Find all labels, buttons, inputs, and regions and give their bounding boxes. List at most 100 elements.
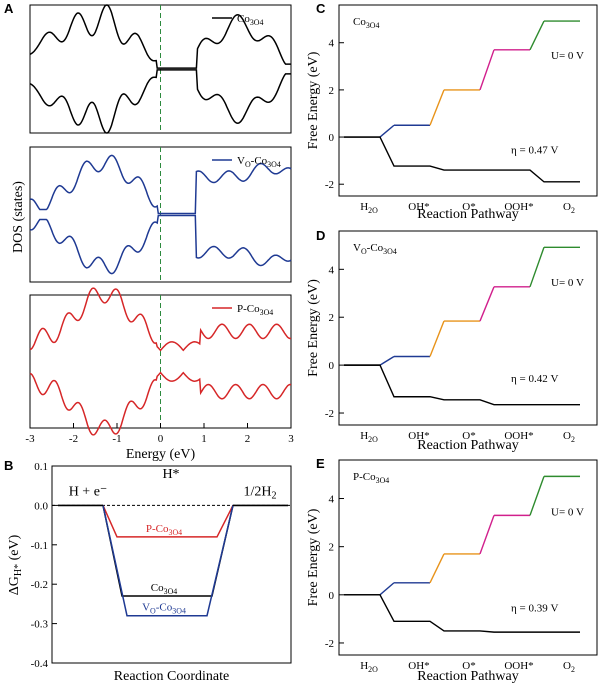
x-axis-label: Reaction Pathway [417,669,518,684]
overpotential-label: η = 0.47 V [511,145,558,157]
u0-label: U= 0 V [551,50,584,62]
x-category-label: O2 [563,201,575,215]
y-tick-label: -2 [325,638,334,650]
y-tick-label: 0 [329,360,335,372]
x-axis-label: Reaction Pathway [417,438,518,453]
y-tick-label: -2 [325,408,334,420]
panel-title: Co3O4 [353,16,380,30]
x-category-label: OOH* [504,660,533,672]
x-category-label: OOH* [504,430,533,442]
x-axis-label: Reaction Pathway [417,207,518,222]
her-series-label-co3o4: Co3O4 [151,582,178,596]
panel-letter-e: E [316,456,325,471]
y-axis-label: Free Energy (eV) [306,51,321,149]
x-tick-label: 2 [245,433,251,445]
x-category-label: OH* [408,430,429,442]
u0-step-connector [529,247,545,288]
panel-letter-b: B [4,458,13,473]
x-tick-label: -2 [69,433,78,445]
u0-step-connector [479,49,495,91]
x-axis-label: Energy (eV) [126,447,196,462]
x-category-label: H2O [360,660,378,674]
x-category-label: OH* [408,201,429,213]
oer-plot-frame-e [338,459,598,656]
u0-step-connector [479,286,495,322]
ueq-energy-path [344,136,580,183]
oer-plot-frame-d [338,230,598,426]
u0-step-connector [479,515,495,555]
legend-label-p-co3o4: P-Co3O4 [237,303,273,317]
u0-step-connector [529,476,545,516]
x-tick-label: 3 [288,433,294,445]
u0-label: U= 0 V [551,506,584,518]
y-tick-label: 4 [329,264,335,276]
ueq-energy-path [344,594,580,633]
x-category-label: O* [462,660,475,672]
overpotential-label: η = 0.42 V [511,373,558,385]
y-axis-label: Free Energy (eV) [306,279,321,377]
panel-letter-d: D [316,228,325,243]
final-state-label: 1/2H2 [243,484,276,501]
dos-spin-down-curve-co3o4 [29,69,291,134]
y-tick-label: 0 [329,590,335,602]
y-tick-label: -0.1 [31,540,48,552]
x-tick-label: 1 [201,433,207,445]
dos-spin-up-curve-vo-co3o4 [29,154,292,215]
x-category-label: O* [462,430,475,442]
her-series-label-p-co3o4: P-Co3O4 [146,523,182,537]
u0-step-connector [379,124,395,138]
dos-spin-up-curve-co3o4 [29,4,291,69]
initial-state-label: H + e⁻ [69,484,108,499]
x-tick-label: -3 [25,433,35,445]
intermediate-state-label: H* [162,467,179,482]
dos-spin-down-curve-p-co3o4 [29,371,292,436]
ueq-energy-path [344,364,580,406]
y-tick-label: 0.1 [34,461,48,473]
u0-label: U= 0 V [551,277,584,289]
oer-plot-frame-c [338,4,598,197]
overpotential-label: η = 0.39 V [511,603,558,615]
x-tick-label: 0 [158,433,164,445]
u0-step-connector [529,20,545,51]
x-category-label: OH* [408,660,429,672]
panel-title: VO-Co3O4 [353,242,397,256]
her-energy-path-vo-co3o4 [102,505,234,617]
x-tick-label: -1 [112,433,121,445]
y-tick-label: -0.3 [31,619,49,631]
u0-step-connector [429,320,445,357]
y-tick-label: -2 [325,179,334,191]
y-tick-label: 0.0 [34,500,48,512]
y-tick-label: 2 [329,312,335,324]
legend-label-vo-co3o4: VO-Co3O4 [237,155,281,169]
y-axis-label: ΔGH* (eV) [7,534,24,595]
x-category-label: H2O [360,201,378,215]
x-category-label: H2O [360,430,378,444]
legend-label-co3o4: Co3O4 [237,13,264,27]
u0-step-connector [429,89,445,126]
y-tick-label: 2 [329,85,335,97]
y-tick-label: 4 [329,494,335,506]
dos-spin-down-curve-vo-co3o4 [29,214,292,275]
y-tick-label: 4 [329,38,335,50]
her-energy-path-co3o4 [102,505,234,597]
her-plot-frame [51,465,292,664]
u0-step-connector [379,355,395,366]
her-energy-path-p-co3o4 [102,505,234,538]
x-category-label: O2 [563,660,575,674]
y-tick-label: -0.2 [31,579,48,591]
u0-step-connector [429,553,445,584]
y-axis-label: DOS (states) [11,181,26,253]
u0-step-connector [379,582,395,596]
panel-letter-c: C [316,1,326,16]
x-axis-label: Reaction Coordinate [114,669,229,684]
x-category-label: O2 [563,430,575,444]
x-category-label: OOH* [504,201,533,213]
panel-letter-a: A [4,1,14,16]
her-series-label-vo-co3o4: VO-Co3O4 [142,602,186,616]
y-tick-label: 2 [329,542,335,554]
panel-title: P-Co3O4 [353,471,389,485]
dos-spin-up-curve-p-co3o4 [29,287,292,352]
x-category-label: O* [462,201,475,213]
y-tick-label: -0.4 [31,658,49,670]
